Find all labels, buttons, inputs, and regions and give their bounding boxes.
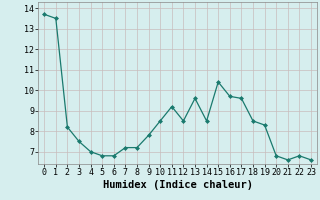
X-axis label: Humidex (Indice chaleur): Humidex (Indice chaleur) (103, 180, 252, 190)
